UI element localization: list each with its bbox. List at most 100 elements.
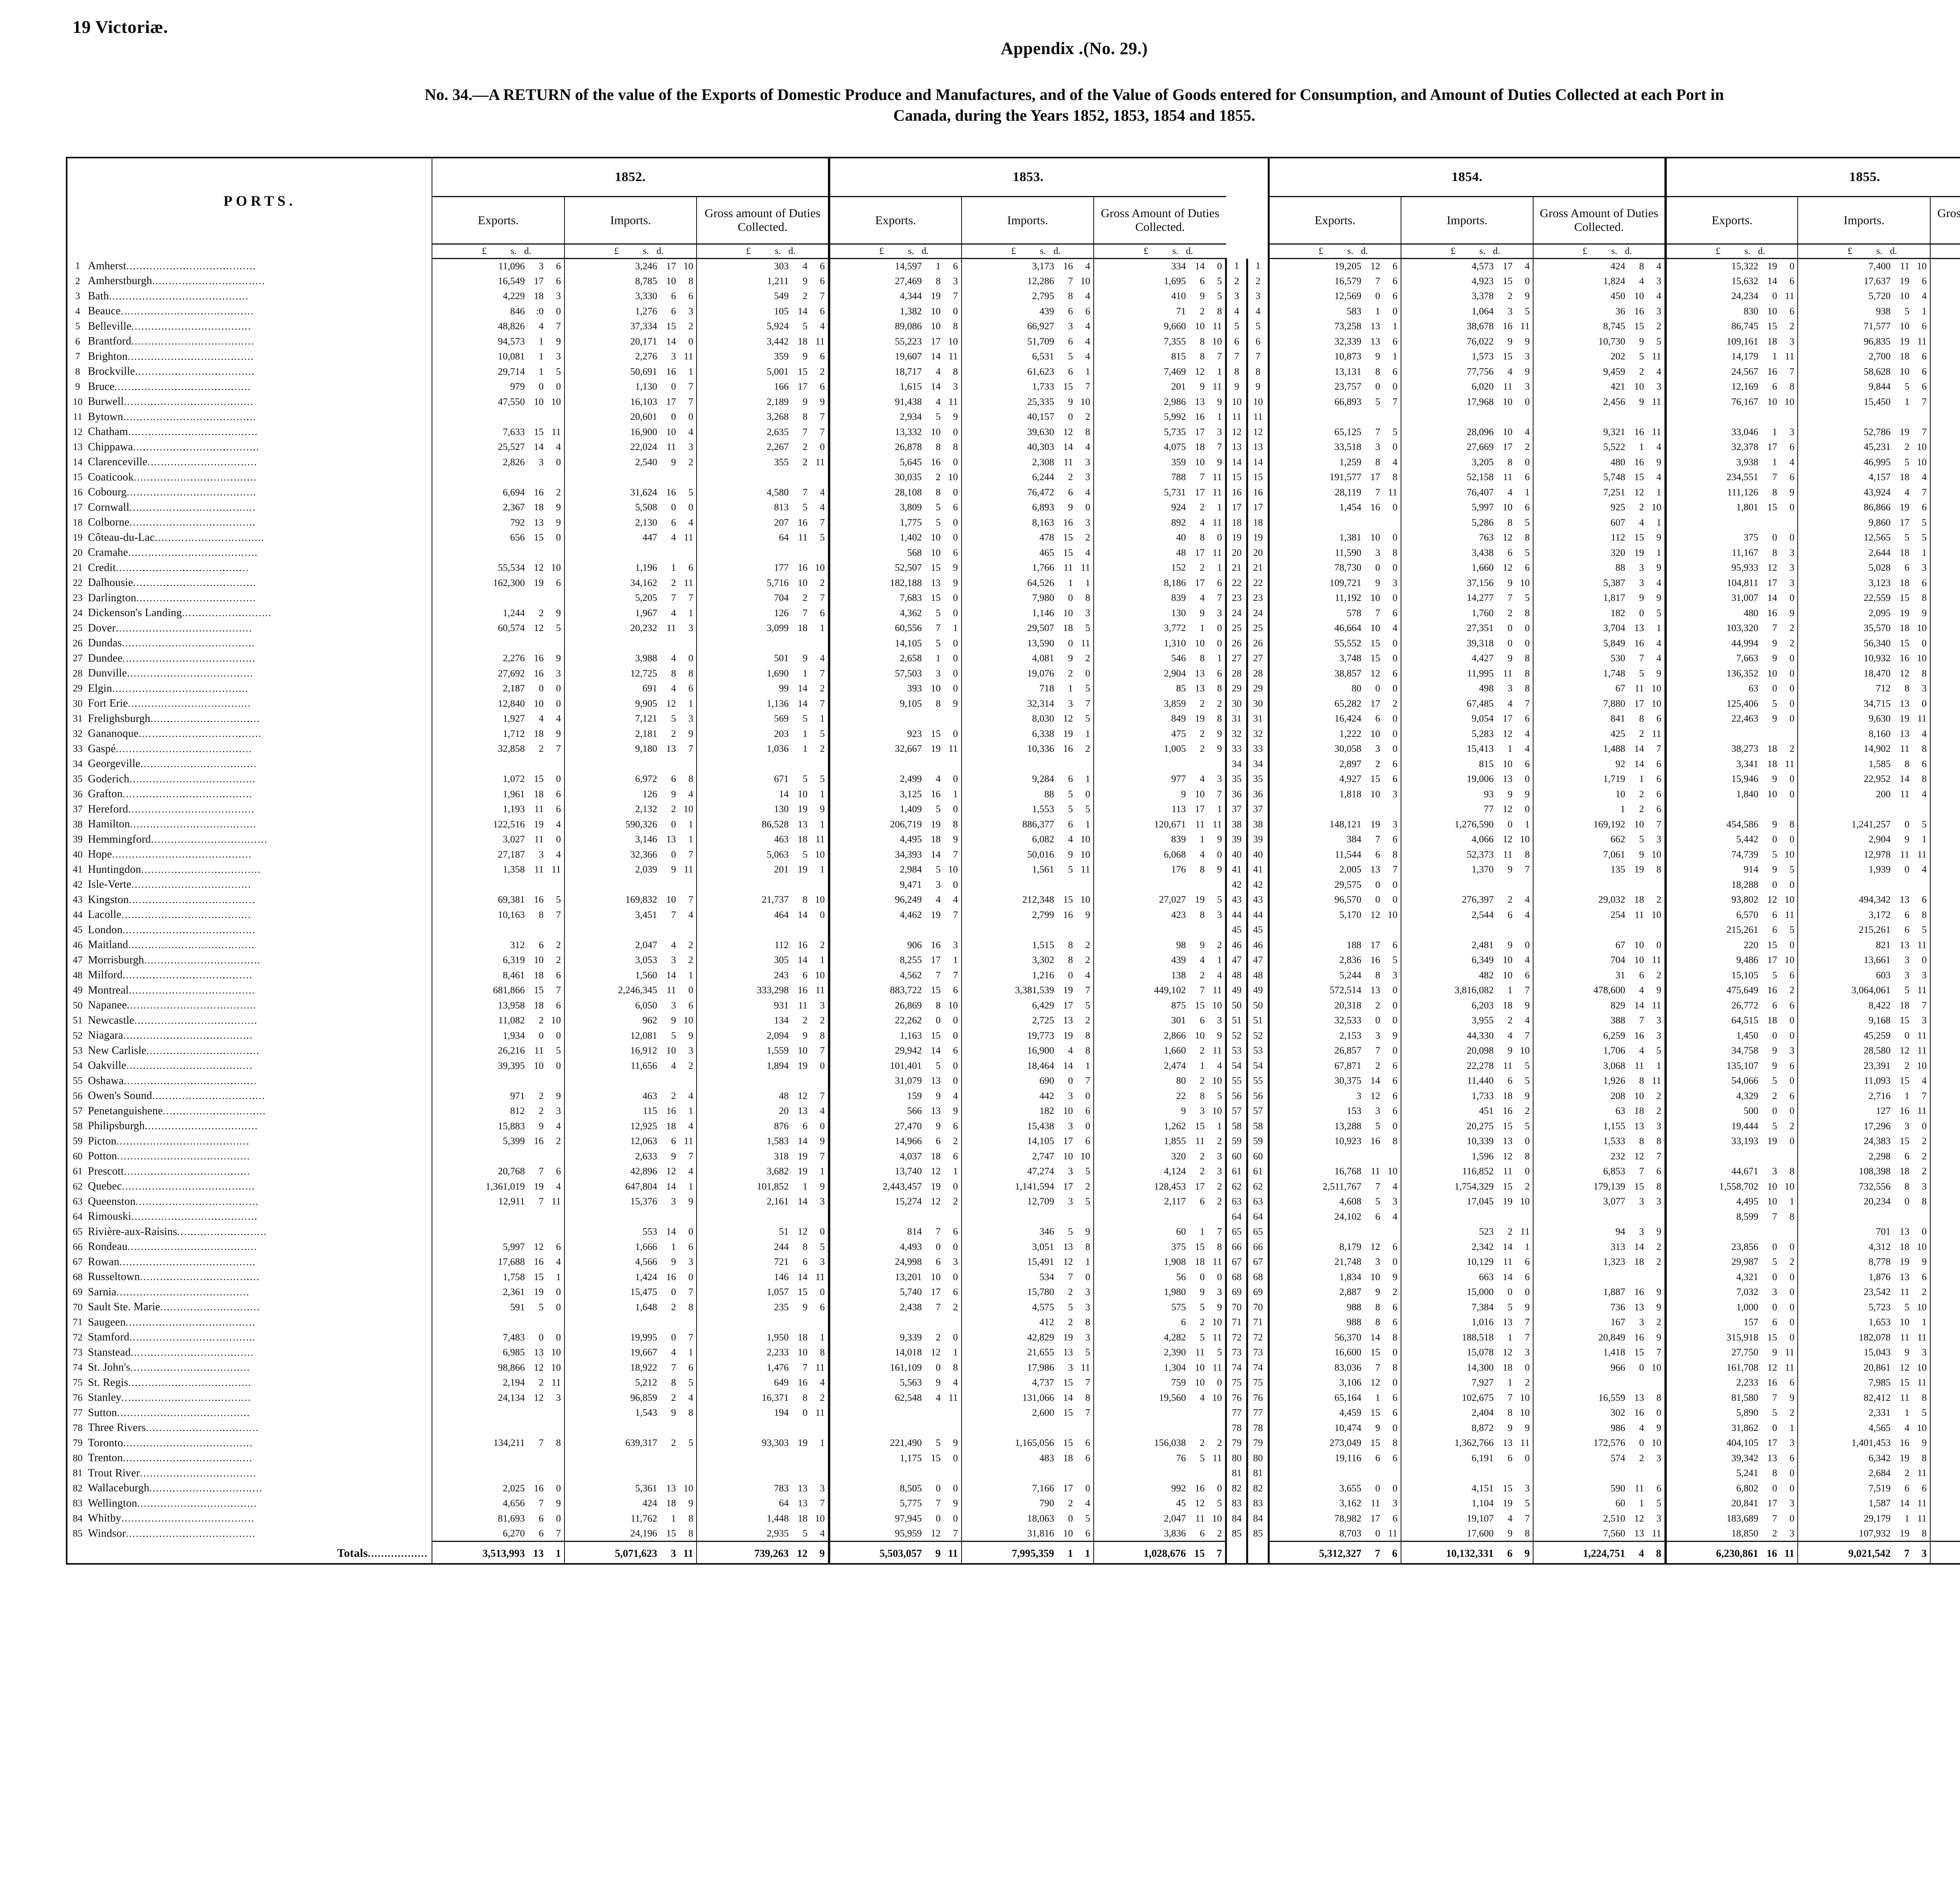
leader-dots: ...................................... (133, 441, 260, 453)
money-cell: 649 16 4 (696, 1375, 829, 1390)
money-cell: 108,398 18 2 (1797, 1164, 1931, 1179)
money-cell: 449,102 7 11 (1093, 983, 1226, 998)
leader-dots: ..................................... (134, 1014, 258, 1026)
money-cell: 523 2 11 (1400, 1224, 1534, 1239)
port-name: Penetanguishene (88, 1105, 163, 1117)
money-cell: 5,001 15 2 (696, 364, 829, 379)
money-cell: 2,267 2 0 (696, 439, 829, 455)
money-cell: 2,331 1 5 (1797, 1405, 1931, 1420)
money-cell: 1,648 2 8 (564, 1300, 697, 1315)
money-cell: 792 13 9 (510, 517, 561, 528)
money-cell: 4,927 15 6 (1267, 771, 1401, 787)
money-cell (1267, 1465, 1401, 1481)
port-name-cell: Clarenceville...........................… (88, 455, 433, 470)
ports-column-header: PORTS. (88, 158, 433, 244)
port-name-cell: Kingston................................… (88, 892, 433, 907)
money-cell: 21,884511 (1930, 892, 1960, 907)
money-cell (564, 1073, 697, 1088)
table-row: 50 Napanee...............................… (67, 998, 1960, 1013)
money-cell (432, 1315, 564, 1330)
money-cell: 2,404 8 10 (1400, 1405, 1534, 1420)
port-name: Coaticook (88, 471, 134, 483)
money-cell: 2,233 10 8 (696, 1345, 829, 1360)
money-cell: 23,757 0 0 (1267, 379, 1401, 394)
money-cell: 39,342 13 6 (1664, 1451, 1798, 1466)
money-cell: 4,066 12 10 (1400, 832, 1534, 847)
port-name: Three Rivers (88, 1422, 146, 1434)
money-cell: 19,607 14 11 (828, 349, 962, 364)
row-number-mid-a: 6 (1225, 334, 1247, 349)
row-number-mid-a: 79 (1225, 1435, 1247, 1451)
money-cell: 6,270 6 7 (503, 1528, 561, 1539)
port-name: Hope (88, 848, 112, 861)
money-cell: 320 19 1 (1533, 545, 1666, 560)
money-cell: 5,645 16 0 (828, 455, 962, 470)
money-cell: 32,667 19 11 (828, 741, 962, 756)
money-cell: 839 1 9 (1093, 832, 1226, 847)
money-cell: 572,514 13 0 (1267, 983, 1401, 998)
port-name-cell: Hope....................................… (88, 847, 433, 862)
money-cell: 546 8 1 (1093, 651, 1226, 666)
leader-dots: ..................................... (134, 471, 257, 483)
port-name-cell: Newcastle...............................… (88, 1013, 433, 1028)
money-cell: 1,476 7 11 (696, 1360, 829, 1375)
money-cell: 156,038 2 2 (1093, 1435, 1226, 1451)
money-cell: 56 0 0 (1093, 1270, 1226, 1285)
row-number-mid-b: 63 (1246, 1194, 1269, 1209)
row-number-mid-a: 83 (1225, 1496, 1247, 1511)
money-cell: 27,187 3 4 (498, 849, 561, 860)
row-number-left: 16 (73, 487, 83, 498)
money-cell: 96,835 19 11 (1797, 334, 1931, 349)
money-cell: 58070 (1930, 1420, 1960, 1436)
money-cell: 498 3 8 (1400, 681, 1534, 696)
money-cell: 1,146 10 3 (961, 606, 1094, 621)
row-number-mid-b: 11 (1246, 409, 1269, 424)
money-cell: 9,860 17 5 (1797, 515, 1931, 530)
money-cell (1797, 802, 1931, 817)
port-name: Burwell (88, 395, 124, 408)
row-number-mid-b: 37 (1246, 802, 1269, 817)
money-cell: 29,179 1 11 (1797, 1511, 1931, 1526)
money-cell: 12,725 8 8 (564, 666, 697, 681)
money-cell: 2,005 13 7 (1267, 862, 1401, 877)
money-cell: 3,173 16 4 (961, 258, 1094, 274)
port-name-cell: Milford.................................… (88, 968, 433, 983)
money-cell: 64 11 5 (696, 530, 829, 545)
money-cell: 2,0111411 (1930, 455, 1960, 470)
money-cell: 42,896 12 4 (564, 1164, 697, 1179)
totals-money-cell: 5,503,057 9 11 (828, 1540, 962, 1564)
leader-dots: ....................................... (128, 547, 258, 559)
money-cell: 88 3 9 (1533, 560, 1666, 575)
row-number-mid-b: 15 (1246, 470, 1269, 485)
money-cell: 9,459 2 4 (1533, 364, 1666, 379)
table-row: 85 Windsor...............................… (67, 1526, 1960, 1541)
leader-dots: ....................................... (123, 1030, 253, 1041)
row-number-mid-b: 16 (1246, 485, 1269, 500)
money-cell: 701 13 0 (1797, 1224, 1931, 1239)
port-name: Newcastle (88, 1014, 134, 1027)
port-name: Potton (88, 1150, 117, 1163)
money-cell (1664, 515, 1798, 530)
money-cell: 42,829 19 3 (961, 1330, 1094, 1345)
port-name-cell: Colborne................................… (88, 515, 433, 530)
money-cell: 11,096 3 6 (498, 261, 561, 272)
money-cell: 2,187 0 0 (503, 683, 561, 694)
money-cell: 997104 (1930, 1360, 1960, 1375)
money-cell: 17,296 3 0 (1797, 1119, 1931, 1134)
port-name: Trenton (88, 1452, 123, 1464)
money-cell (961, 1209, 1094, 1224)
row-number-left: 29 (73, 683, 83, 694)
table-row: 29 Elgin.................................… (67, 681, 1960, 696)
port-name: Bruce (88, 380, 115, 393)
money-cell: 16,579 7 6 (1267, 274, 1401, 289)
col-imports-1853: Imports. (961, 196, 1094, 245)
money-cell: 60,556 7 1 (828, 620, 962, 636)
leader-dots: .................................... (141, 863, 261, 875)
port-name-cell: Goderich................................… (88, 771, 433, 787)
row-number-mid-b: 52 (1246, 1028, 1269, 1043)
money-cell: 60,574 12 5 (498, 623, 561, 634)
money-cell: 3,125 16 1 (828, 787, 962, 802)
row-number-mid-a: 3 (1225, 288, 1247, 304)
money-cell: 988 8 6 (1267, 1315, 1401, 1330)
